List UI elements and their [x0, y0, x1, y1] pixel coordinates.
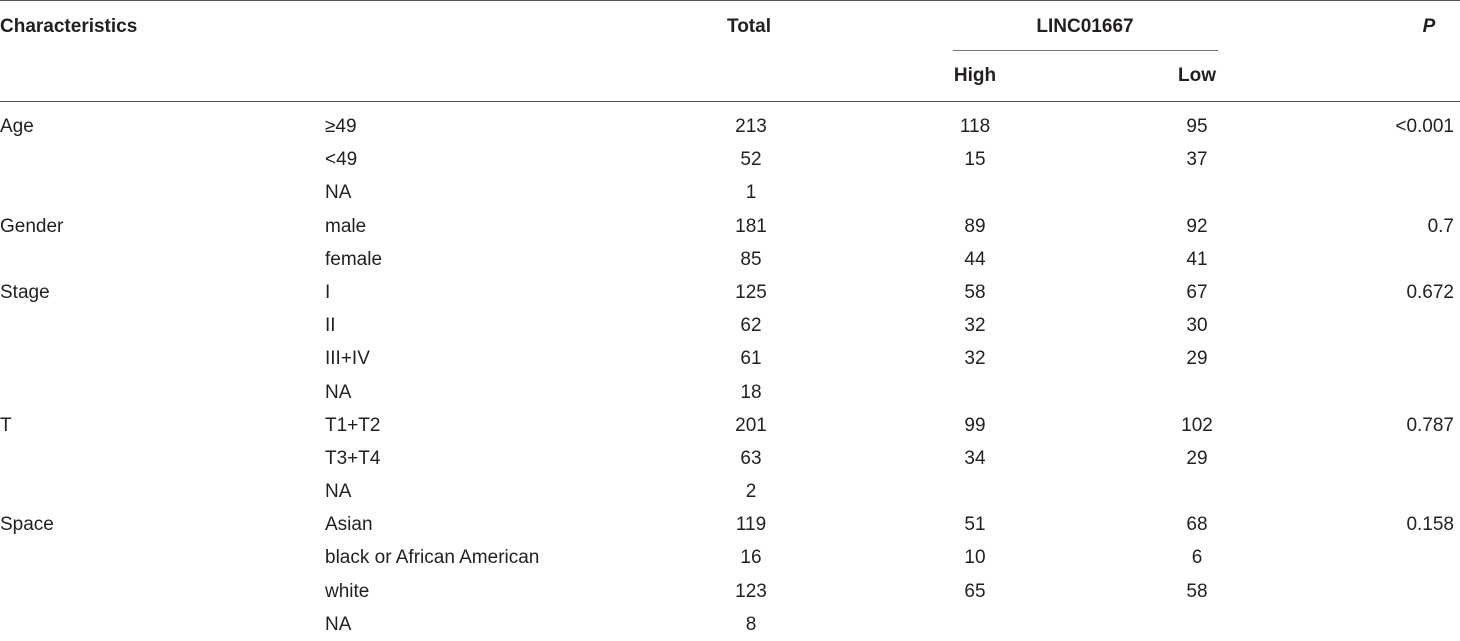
cell-p-value: 0.672 [1406, 281, 1454, 303]
cell-total: 125 [735, 281, 767, 303]
cell-low: 37 [1186, 149, 1208, 171]
cell-low: 102 [1181, 414, 1213, 436]
header-group: LINC01667 [1036, 16, 1134, 37]
cell-high: 65 [964, 580, 986, 602]
cell-category: II [325, 315, 336, 337]
cell-total: 61 [740, 348, 762, 370]
table-row: Gender male 181 89 92 0.7 [0, 210, 1460, 243]
cell-category: NA [325, 381, 352, 403]
cell-low: 29 [1186, 447, 1208, 469]
group-span-rule [953, 50, 1218, 51]
cell-low: 67 [1186, 281, 1208, 303]
cell-total: 2 [745, 481, 757, 503]
cell-category: NA [325, 613, 352, 635]
cell-low: 68 [1186, 514, 1208, 536]
cell-characteristic: Stage [0, 281, 50, 303]
cell-total: 123 [735, 580, 767, 602]
table-row: <49 52 15 37 [0, 143, 1460, 176]
cell-category: female [325, 248, 383, 270]
cell-category: T1+T2 [325, 414, 381, 436]
cell-characteristic: Gender [0, 215, 64, 237]
cell-total: 181 [735, 215, 767, 237]
cell-category: white [325, 580, 370, 602]
cell-total: 8 [745, 613, 757, 635]
cell-p-value: <0.001 [1395, 116, 1454, 137]
cell-low: 92 [1186, 215, 1208, 237]
table-row: Space Asian 119 51 68 0.158 [0, 508, 1460, 541]
cell-category: black or African American [325, 547, 540, 569]
cell-characteristic: Space [0, 514, 54, 536]
cell-total: 213 [735, 116, 767, 137]
cell-total: 201 [735, 414, 767, 436]
table-row: T3+T4 63 34 29 [0, 442, 1460, 475]
cell-category: I [325, 281, 331, 303]
table-row: NA 2 [0, 475, 1460, 508]
table-row: NA 18 [0, 376, 1460, 409]
cell-low: 30 [1186, 315, 1208, 337]
header-high: High [953, 65, 997, 86]
cell-p-value: 0.787 [1406, 414, 1454, 436]
cell-low: 41 [1186, 248, 1208, 270]
header-characteristics: Characteristics [0, 16, 138, 37]
table-row: NA 1 [0, 176, 1460, 209]
header-p: P [1422, 16, 1436, 37]
cell-category: NA [325, 481, 352, 503]
cell-characteristic: Age [0, 116, 34, 137]
header-low: Low [1178, 65, 1216, 86]
cell-category: T3+T4 [325, 447, 381, 469]
cell-total: 62 [740, 315, 762, 337]
cell-high: 15 [964, 149, 986, 171]
table-row: female 85 44 41 [0, 243, 1460, 276]
cell-total: 85 [740, 248, 762, 270]
cell-high: 58 [964, 281, 986, 303]
cell-p-value: 0.158 [1406, 514, 1454, 536]
cell-high: 34 [964, 447, 986, 469]
table-row: T T1+T2 201 99 102 0.787 [0, 409, 1460, 442]
cell-high: 10 [964, 547, 986, 569]
cell-category: NA [325, 182, 352, 204]
cell-high: 118 [959, 116, 991, 137]
table-row: II 62 32 30 [0, 309, 1460, 342]
table-row: white 123 65 58 [0, 575, 1460, 608]
cell-category: male [325, 215, 367, 237]
table-body: Age ≥49 213 118 95 <0.001 <49 52 15 37 NA 1 Gender ma… [0, 110, 1460, 641]
cell-high: 44 [964, 248, 986, 270]
cell-total: 119 [735, 514, 767, 536]
cell-characteristic: T [0, 414, 12, 436]
cell-category: ≥49 [325, 116, 357, 137]
cell-total: 63 [740, 447, 762, 469]
header-total: Total [727, 16, 771, 37]
header-bottom-rule [0, 101, 1460, 102]
cell-low: 95 [1186, 116, 1208, 137]
cell-total: 52 [740, 149, 762, 171]
table-row: Stage I 125 58 67 0.672 [0, 276, 1460, 309]
table-row: black or African American 16 10 6 [0, 541, 1460, 574]
cell-p-value: 0.7 [1427, 215, 1454, 237]
cell-high: 99 [964, 414, 986, 436]
cell-total: 1 [745, 182, 757, 204]
cell-category: III+IV [325, 348, 370, 370]
cell-category: <49 [325, 149, 358, 171]
cell-total: 16 [740, 547, 762, 569]
cell-high: 32 [964, 348, 986, 370]
cell-low: 6 [1191, 547, 1203, 569]
cell-low: 29 [1186, 348, 1208, 370]
table-row: NA 8 [0, 608, 1460, 641]
cell-category: Asian [325, 514, 373, 536]
cell-high: 89 [964, 215, 986, 237]
table-row: Age ≥49 213 118 95 <0.001 [0, 110, 1460, 143]
table-top-rule [0, 0, 1460, 1]
cell-total: 18 [740, 381, 762, 403]
cell-high: 32 [964, 315, 986, 337]
cell-high: 51 [964, 514, 986, 536]
table-row: III+IV 61 32 29 [0, 342, 1460, 375]
cell-low: 58 [1186, 580, 1208, 602]
